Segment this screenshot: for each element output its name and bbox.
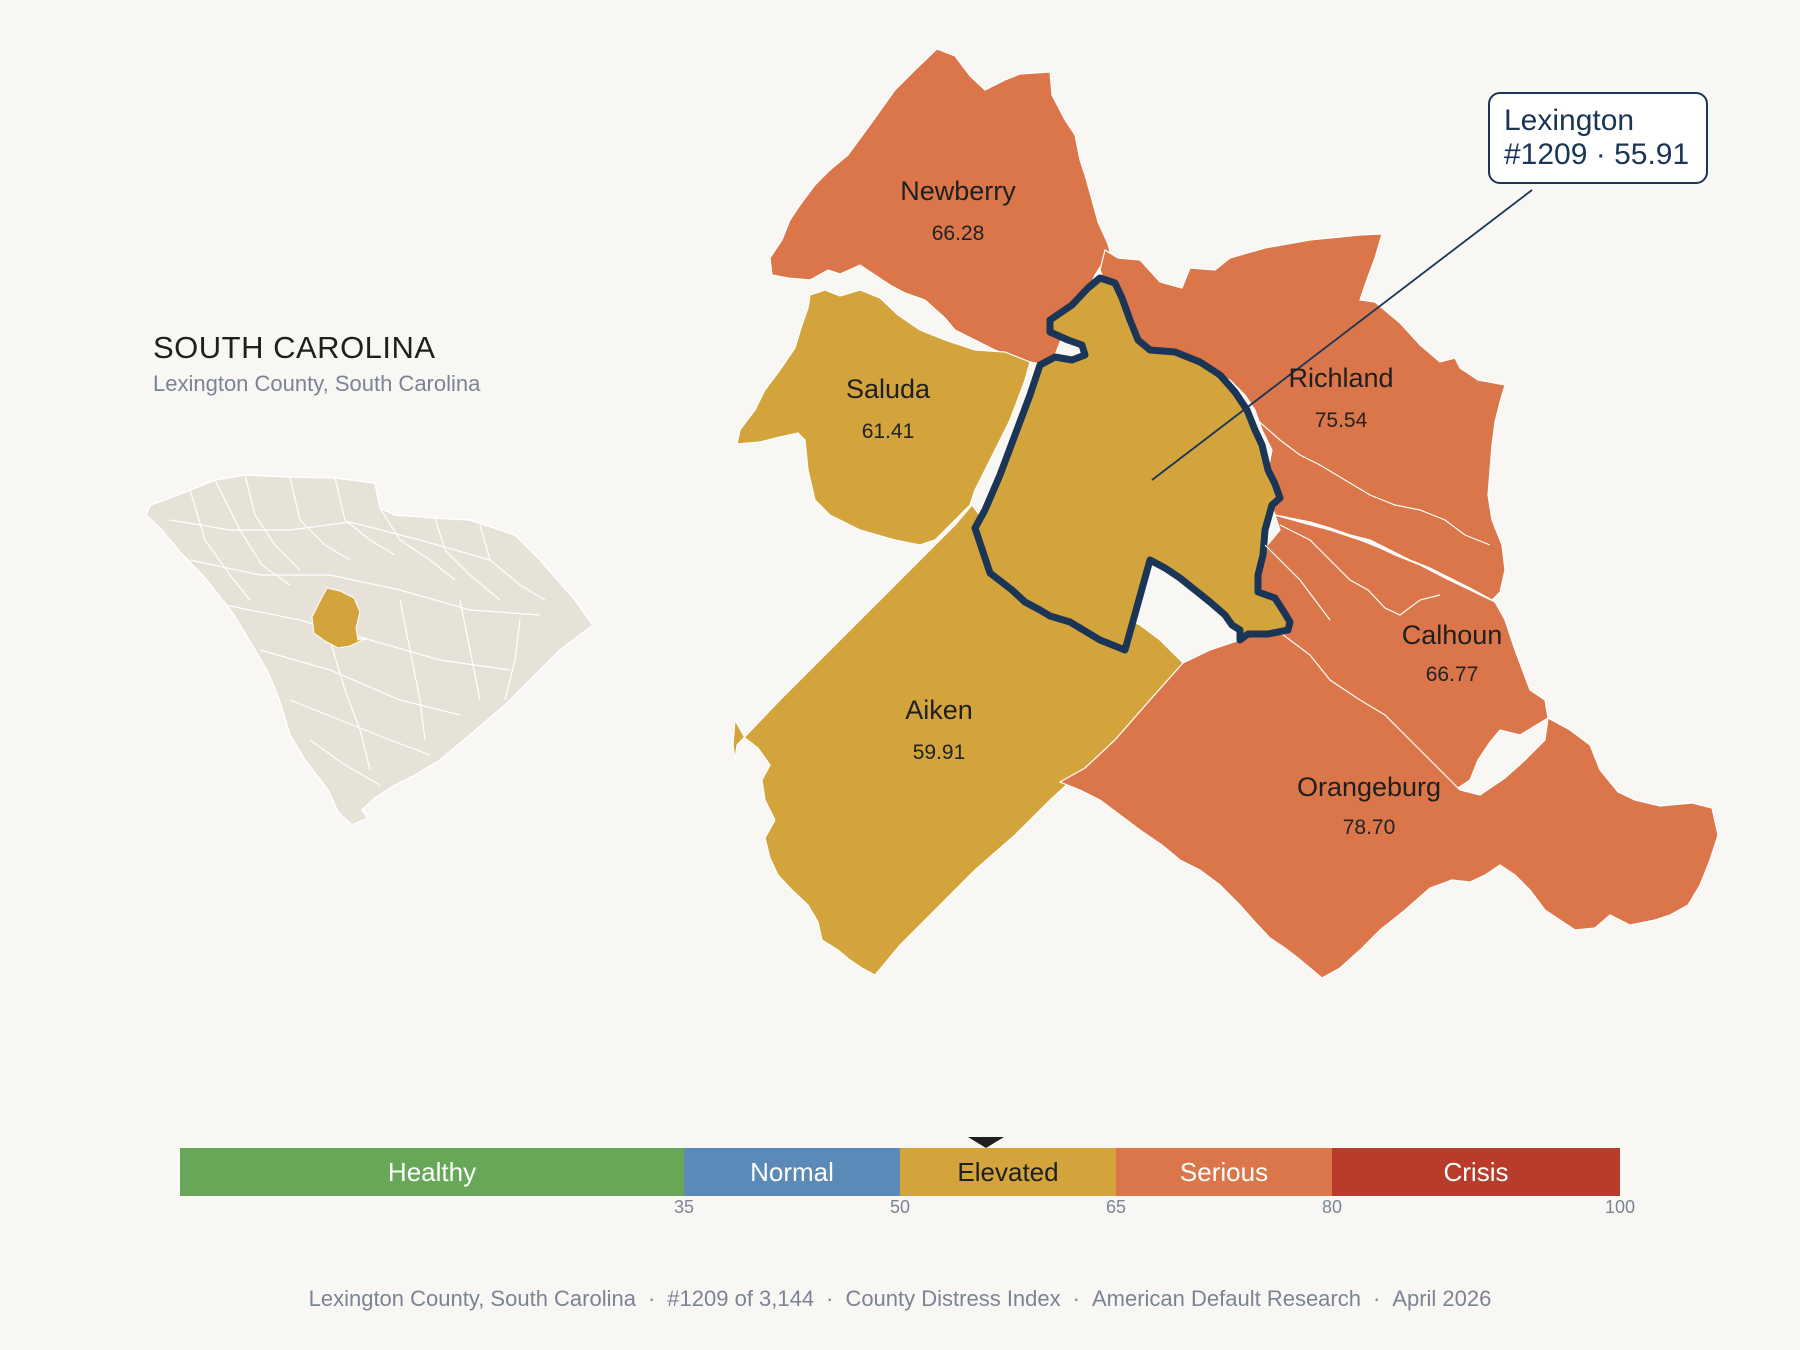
county-value-newberry: 66.28 xyxy=(931,222,985,245)
county-label-richland: Richland xyxy=(1288,363,1394,393)
scale-segment-normal: Normal xyxy=(684,1148,900,1196)
county-newberry[interactable] xyxy=(769,48,1111,366)
footer-index-name: County Distress Index xyxy=(845,1286,1061,1311)
footer-caption: Lexington County, South Carolina · #1209 o… xyxy=(308,1286,1492,1311)
callout-county-name: Lexington xyxy=(1504,104,1635,137)
county-label-aiken: Aiken xyxy=(905,695,973,725)
callout-leader-line xyxy=(1151,189,1533,481)
distress-scale-bar: Healthy Normal Elevated Serious Crisis xyxy=(180,1148,1620,1196)
scale-tick-50: 50 xyxy=(889,1197,911,1217)
inner-county-borders xyxy=(1254,417,1491,621)
highlight-callout: Lexington #1209 · 55.91 xyxy=(1488,92,1708,184)
county-value-aiken: 59.91 xyxy=(912,741,966,764)
scale-tick-35: 35 xyxy=(673,1197,695,1217)
scale-segment-elevated: Elevated xyxy=(900,1148,1116,1196)
county-saluda[interactable] xyxy=(736,289,1031,546)
county-label-saluda: Saluda xyxy=(845,374,931,404)
scale-segment-healthy: Healthy xyxy=(180,1148,684,1196)
state-inset-map xyxy=(145,474,595,826)
county-value-calhoun: 66.77 xyxy=(1425,663,1479,686)
scale-segment-crisis: Crisis xyxy=(1332,1148,1620,1196)
callout-rank-score: #1209 · 55.91 xyxy=(1504,138,1690,171)
county-label-calhoun: Calhoun xyxy=(1401,620,1503,650)
state-subtitle: Lexington County, South Carolina xyxy=(153,371,481,396)
state-title: SOUTH CAROLINA xyxy=(153,330,436,365)
county-borders xyxy=(169,474,546,786)
county-value-richland: 75.54 xyxy=(1314,409,1368,432)
county-value-saluda: 61.41 xyxy=(861,420,915,443)
footer-county: Lexington County, South Carolina xyxy=(308,1286,636,1311)
scale-segment-serious: Serious xyxy=(1116,1148,1332,1196)
county-orangeburg[interactable] xyxy=(1058,624,1719,979)
footer-rank: #1209 of 3,144 xyxy=(667,1286,815,1311)
score-marker xyxy=(968,1137,1004,1148)
scale-tick-80: 80 xyxy=(1321,1197,1343,1217)
footer-source: American Default Research xyxy=(1091,1286,1361,1311)
county-label-orangeburg: Orangeburg xyxy=(1296,772,1442,802)
scale-tick-65: 65 xyxy=(1105,1197,1127,1217)
county-value-orangeburg: 78.70 xyxy=(1342,816,1396,839)
scale-tick-100: 100 xyxy=(1604,1197,1636,1217)
county-map xyxy=(732,48,1719,979)
county-label-newberry: Newberry xyxy=(900,176,1016,206)
county-richland[interactable] xyxy=(1099,233,1506,601)
footer-date: April 2026 xyxy=(1392,1286,1492,1311)
lexington-inset-highlight xyxy=(311,587,368,649)
county-lexington[interactable] xyxy=(971,274,1294,654)
state-outline xyxy=(145,474,595,826)
